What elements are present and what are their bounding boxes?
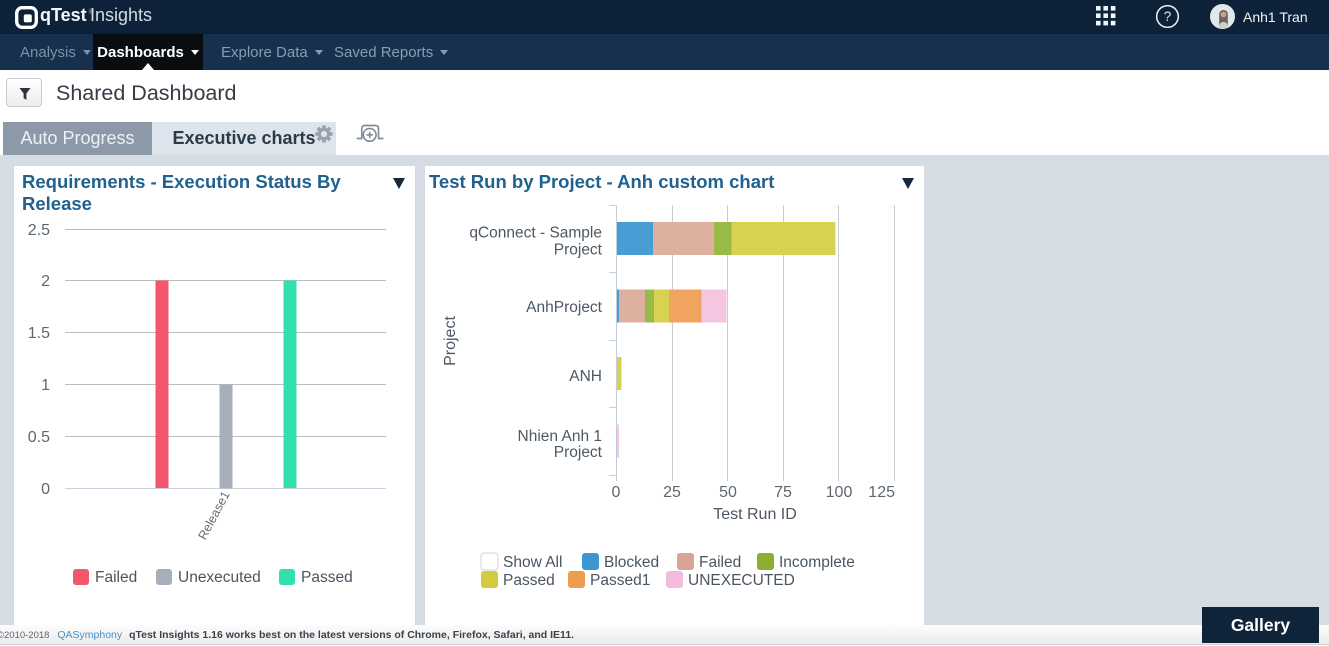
svg-text:?: ?	[1164, 9, 1172, 24]
svg-text:2.5: 2.5	[28, 222, 50, 239]
svg-text:Failed: Failed	[699, 554, 741, 571]
svg-text:Release1: Release1	[195, 489, 232, 542]
svg-text:Passed: Passed	[503, 572, 555, 589]
svg-text:Project: Project	[554, 242, 603, 259]
svg-text:Incomplete: Incomplete	[779, 554, 855, 571]
svg-text:UNEXECUTED: UNEXECUTED	[688, 572, 795, 589]
svg-text:Passed1: Passed1	[590, 572, 650, 589]
svg-text:Failed: Failed	[95, 569, 137, 586]
svg-text:25: 25	[663, 484, 681, 501]
svg-text:1: 1	[41, 377, 50, 394]
svg-text:75: 75	[774, 484, 792, 501]
svg-text:0: 0	[612, 484, 621, 501]
svg-text:Project: Project	[554, 444, 603, 461]
svg-text:0: 0	[41, 481, 50, 498]
svg-text:Passed: Passed	[301, 569, 353, 586]
svg-text:125: 125	[868, 484, 895, 501]
svg-text:2: 2	[41, 273, 50, 290]
svg-text:Blocked: Blocked	[604, 554, 659, 571]
svg-text:1.5: 1.5	[28, 325, 50, 342]
svg-text:100: 100	[826, 484, 853, 501]
svg-text:ANH: ANH	[569, 368, 602, 385]
svg-text:0.5: 0.5	[28, 429, 50, 446]
svg-text:qConnect - Sample: qConnect - Sample	[469, 225, 602, 242]
svg-text:Nhien Anh 1: Nhien Anh 1	[518, 428, 602, 445]
svg-text:AnhProject: AnhProject	[526, 299, 603, 316]
svg-text:50: 50	[719, 484, 737, 501]
svg-text:Unexecuted: Unexecuted	[178, 569, 261, 586]
svg-text:Test Run ID: Test Run ID	[713, 506, 797, 523]
svg-text:Project: Project	[442, 316, 459, 366]
svg-text:Show All: Show All	[503, 554, 562, 571]
